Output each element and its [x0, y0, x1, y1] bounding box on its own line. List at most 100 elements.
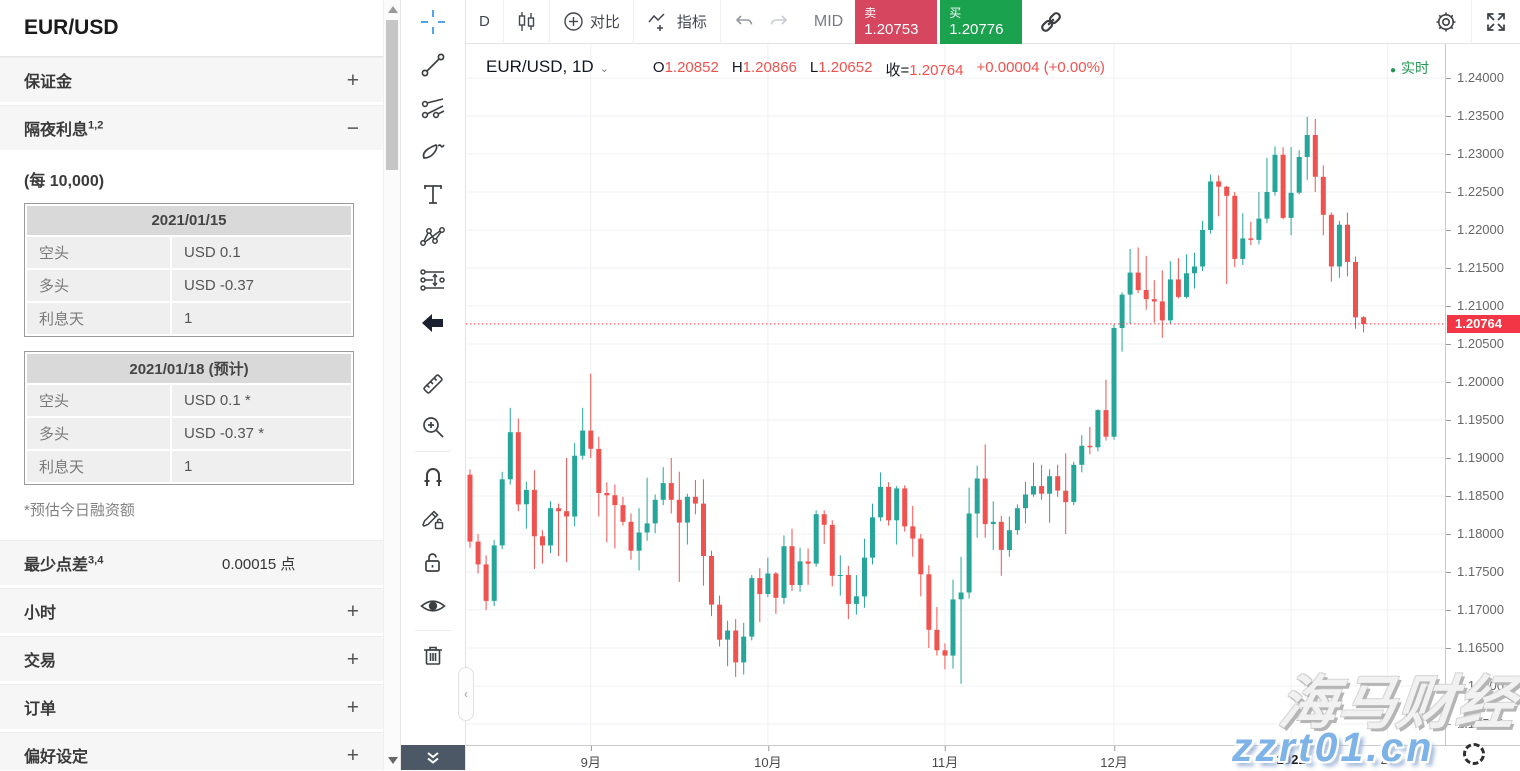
expand-icon[interactable]: + — [346, 647, 359, 671]
chart-toolbar: D 对比 指标 MID 卖 — [466, 0, 1520, 44]
price-axis-label: 1.21000 — [1446, 298, 1504, 313]
symbol-interval-label[interactable]: EUR/USD, 1D — [486, 57, 594, 76]
sell-button[interactable]: 卖 1.20753 — [855, 0, 938, 44]
table-row: 空头 USD 0.1 * — [27, 385, 351, 416]
sidebar-scrollbar[interactable] — [383, 0, 401, 770]
time-axis[interactable]: 9月 10月 11月 12月 2021 20 — [466, 745, 1520, 770]
trend-line-icon — [421, 53, 445, 76]
chart-legend: EUR/USD, 1D ⌄ O1.20852 H1.20866 L1.20652… — [486, 57, 1105, 80]
long-short-position-icon — [420, 268, 445, 291]
price-axis-label: 1.23500 — [1446, 108, 1504, 123]
instrument-sidebar: EUR/USD 保证金 + 隔夜利息1,2 − (每 10,000) 2021/… — [0, 0, 401, 770]
section-preferences-label: 偏好设定 — [24, 749, 89, 766]
panel-collapse-handle[interactable]: ‹ — [458, 667, 474, 721]
tool-brush[interactable] — [401, 129, 465, 172]
indicators-button[interactable]: 指标 — [634, 0, 720, 44]
section-margin[interactable]: 保证金 + — [0, 57, 383, 102]
tool-remove-all[interactable] — [401, 634, 465, 677]
tool-text[interactable] — [401, 172, 465, 215]
tool-fib-retracement[interactable] — [401, 86, 465, 129]
xabcd-pattern-icon — [420, 226, 445, 246]
tool-magnet[interactable] — [401, 455, 465, 498]
price-axis[interactable]: 1.20764 1.24000 1.23500 1.23000 1.22500 1.22… — [1445, 44, 1520, 745]
table-row: 利息天 1 — [27, 451, 351, 482]
tool-trend-line[interactable] — [401, 43, 465, 86]
toolbar-collapse-button[interactable] — [401, 745, 465, 770]
realtime-dot-icon: ● — [1390, 65, 1397, 76]
price-axis-label: 1.20000 — [1446, 374, 1504, 389]
compare-button[interactable]: 对比 — [550, 0, 633, 44]
row-label: 空头 — [27, 385, 170, 416]
expand-icon[interactable]: + — [346, 695, 359, 719]
row-label: 空头 — [27, 237, 170, 268]
tool-lock-all-drawings[interactable] — [401, 541, 465, 584]
time-axis-label: 2021 — [1276, 746, 1306, 767]
settings-button[interactable] — [1421, 0, 1471, 44]
time-axis-label: 9月 — [581, 746, 601, 771]
buy-label: 买 — [949, 5, 962, 20]
price-axis-label: 1.17000 — [1446, 602, 1504, 617]
expand-icon[interactable]: + — [346, 743, 359, 767]
tool-crosshair[interactable] — [401, 0, 465, 43]
swap-table-estimate: 2021/01/18 (预计) 空头 USD 0.1 * 多头 USD -0.3… — [24, 351, 354, 485]
scroll-up-icon[interactable] — [388, 6, 398, 13]
footnote-marker: 1,2 — [88, 119, 104, 132]
section-orders[interactable]: 订单 + — [0, 684, 383, 729]
price-axis-label: 1.20500 — [1446, 336, 1504, 351]
tool-long-short-position[interactable] — [401, 258, 465, 301]
link-button[interactable] — [1022, 0, 1080, 44]
expand-icon[interactable]: + — [346, 599, 359, 623]
price-axis-label: 1.19500 — [1446, 412, 1504, 427]
pencil-lock-icon — [422, 509, 444, 529]
realtime-badge: ● 实时 — [1390, 60, 1430, 76]
link-icon — [1041, 11, 1062, 32]
tool-hide-all-drawings[interactable] — [401, 584, 465, 627]
overnight-interest-panel: (每 10,000) 2021/01/15 空头 USD 0.1 多头 USD … — [0, 153, 383, 540]
tool-measure[interactable] — [401, 362, 465, 405]
legend-high: H1.20866 — [731, 59, 797, 76]
collapse-icon[interactable]: − — [346, 116, 359, 140]
section-trading[interactable]: 交易 + — [0, 636, 383, 681]
row-label: 利息天 — [27, 303, 170, 334]
legend-open: O1.20852 — [652, 59, 719, 76]
row-value: USD -0.37 * — [172, 418, 351, 449]
buy-button[interactable]: 买 1.20776 — [940, 0, 1023, 44]
current-price-badge: 1.20764 — [1447, 314, 1520, 333]
row-value: 1 — [172, 303, 351, 334]
sell-label: 卖 — [864, 5, 877, 20]
section-overnight-interest[interactable]: 隔夜利息1,2 − — [0, 105, 383, 150]
tool-arrow[interactable] — [401, 301, 465, 344]
price-axis-label: 1.16000 — [1446, 678, 1504, 693]
row-value: USD 0.1 * — [172, 385, 351, 416]
brush-icon — [422, 143, 445, 159]
text-icon — [424, 184, 442, 204]
min-spread-value: 0.00015 点 — [222, 555, 296, 573]
tool-stay-in-drawing-mode[interactable] — [401, 498, 465, 541]
legend-low: L1.20652 — [809, 59, 873, 76]
fullscreen-button[interactable] — [1472, 0, 1520, 44]
scrollbar-thumb[interactable] — [386, 20, 398, 170]
unit-note: (每 10,000) — [24, 173, 105, 190]
price-axis-label: 1.15500 — [1446, 716, 1504, 731]
legend-close: 收=1.20764 — [885, 62, 964, 79]
time-axis-label: 12月 — [1100, 746, 1128, 771]
tool-zoom-in[interactable] — [401, 405, 465, 448]
lock-icon — [425, 552, 440, 572]
interval-button[interactable]: D — [479, 13, 490, 30]
chevron-down-icon[interactable]: ⌄ — [599, 63, 609, 75]
tool-xabcd-pattern[interactable] — [401, 215, 465, 258]
scroll-down-icon[interactable] — [388, 757, 398, 764]
price-axis-label: 1.23000 — [1446, 146, 1504, 161]
section-preferences[interactable]: 偏好设定 + — [0, 732, 383, 770]
indicators-icon — [648, 12, 665, 31]
undo-button[interactable] — [721, 0, 767, 44]
chart-style-button[interactable] — [504, 0, 549, 44]
mid-price-mode-label[interactable]: MID — [813, 12, 844, 30]
gear-icon — [1436, 12, 1456, 31]
section-margin-label: 保证金 — [24, 74, 73, 91]
redo-button[interactable] — [767, 0, 802, 44]
section-hours[interactable]: 小时 + — [0, 588, 383, 633]
table-row: 多头 USD -0.37 * — [27, 418, 351, 449]
row-label: 利息天 — [27, 451, 170, 482]
expand-icon[interactable]: + — [346, 68, 359, 92]
